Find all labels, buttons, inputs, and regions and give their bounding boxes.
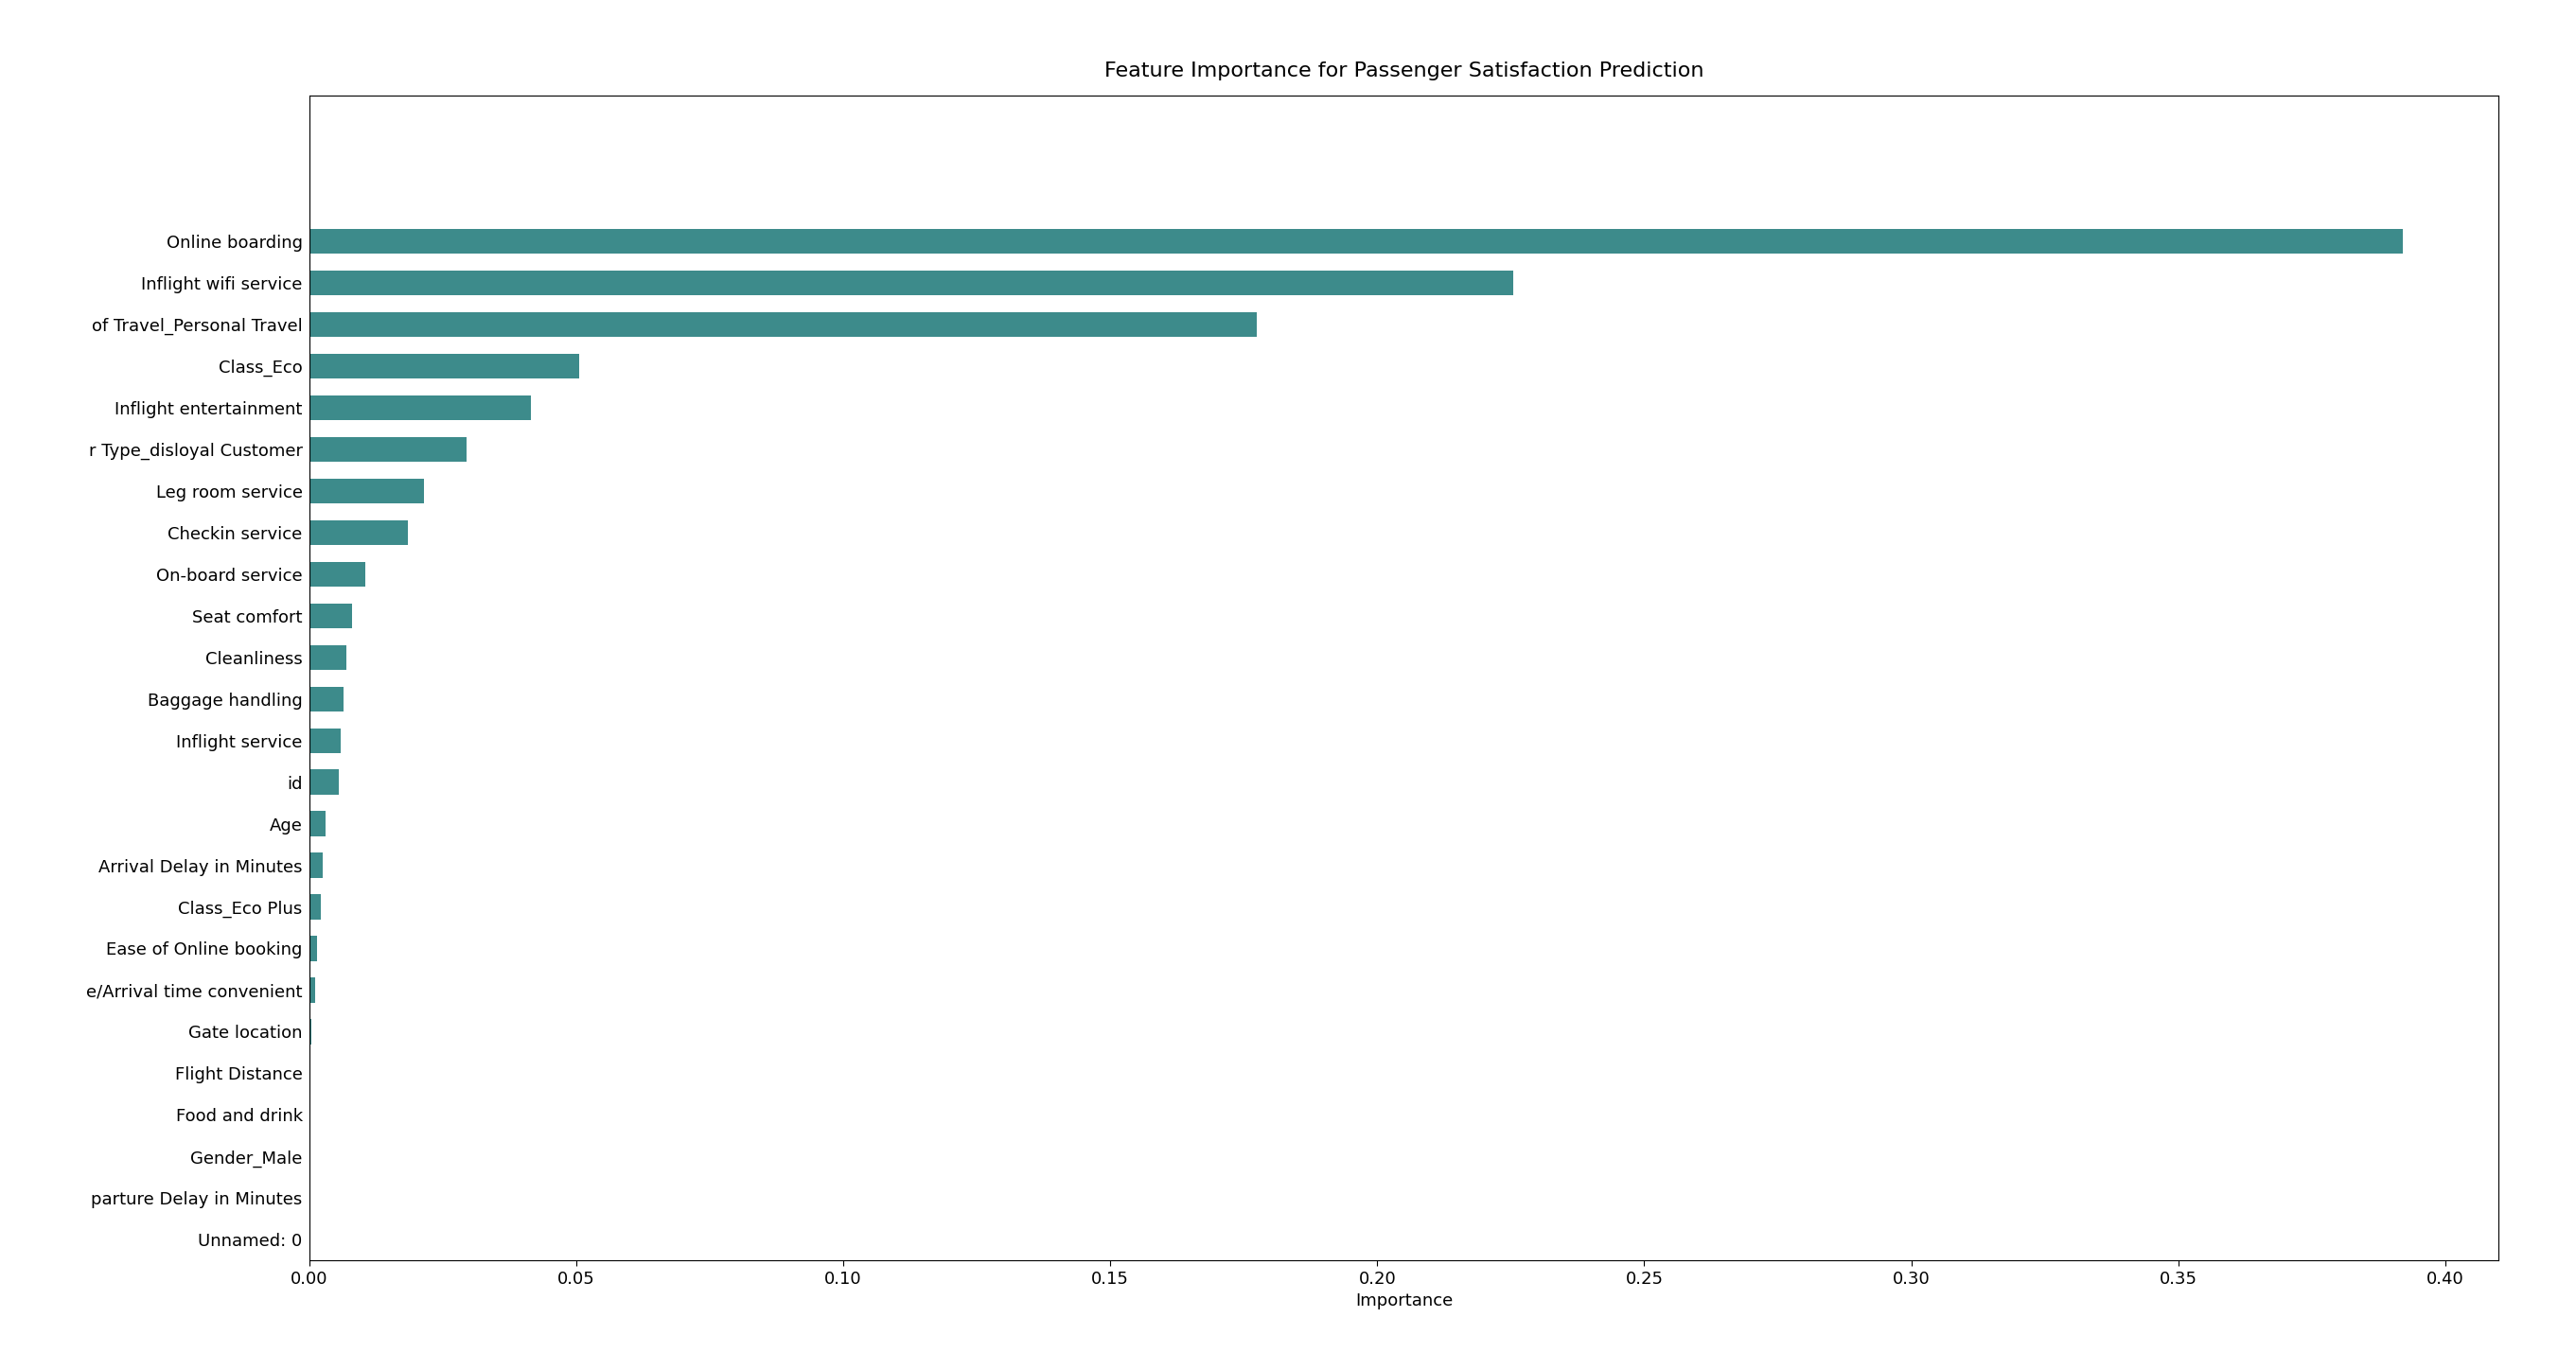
Bar (309, 437, 466, 462)
Bar (309, 1019, 312, 1044)
Bar (309, 562, 366, 586)
Bar (309, 396, 531, 421)
Bar (309, 521, 407, 545)
Bar (309, 353, 580, 378)
Bar (309, 686, 343, 711)
Bar (309, 811, 325, 836)
Bar (309, 312, 1257, 337)
Bar (309, 603, 353, 629)
Bar (309, 895, 322, 919)
Bar (309, 645, 348, 670)
Bar (309, 270, 1515, 296)
Bar (309, 770, 337, 795)
Bar (309, 478, 425, 503)
Bar (309, 229, 2403, 253)
Bar (309, 936, 317, 960)
Bar (309, 727, 340, 754)
Title: Feature Importance for Passenger Satisfaction Prediction: Feature Importance for Passenger Satisfa… (1105, 62, 1703, 79)
Bar (309, 852, 322, 878)
Bar (309, 978, 314, 1003)
X-axis label: Importance: Importance (1355, 1292, 1453, 1310)
